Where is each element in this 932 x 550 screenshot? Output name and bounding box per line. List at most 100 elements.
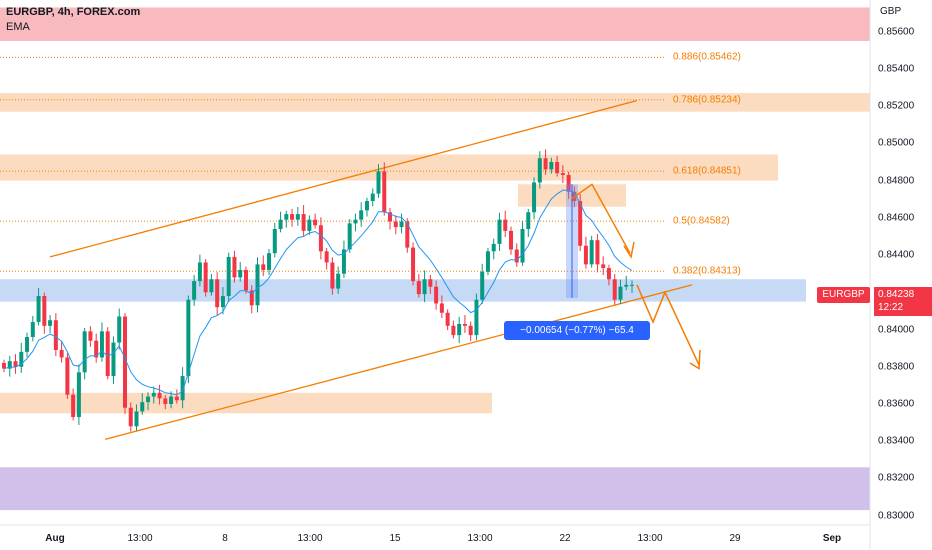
candle-body — [341, 249, 346, 274]
currency-label: GBP — [880, 6, 902, 17]
arrowhead-1 — [623, 241, 635, 259]
time-tick: 29 — [729, 533, 741, 544]
candle-body — [301, 214, 306, 231]
candle-body — [7, 361, 12, 369]
candle-body — [267, 253, 272, 270]
candle-body — [549, 161, 554, 170]
time-tick: Sep — [822, 533, 842, 544]
candle-body — [364, 201, 369, 211]
candle-body — [278, 219, 283, 229]
candle-body — [468, 325, 473, 336]
candle-body — [255, 264, 260, 306]
candle-body — [526, 212, 531, 229]
candle-body — [19, 351, 24, 367]
candle-body — [359, 210, 364, 220]
candle-body — [105, 331, 110, 377]
candle-body — [261, 264, 266, 270]
candle-body — [111, 342, 116, 377]
candle-body — [180, 376, 185, 401]
candle-body — [140, 402, 145, 412]
candle-body — [405, 221, 410, 248]
candle-body — [474, 299, 479, 336]
candle-body — [146, 396, 151, 403]
indicator-label[interactable]: EMA — [6, 21, 30, 33]
candle-body — [491, 243, 496, 252]
candle-body — [566, 175, 571, 192]
candle-body — [422, 279, 427, 295]
time-tick: 15 — [389, 533, 401, 544]
candle-body — [388, 212, 393, 222]
candle-body — [480, 271, 485, 300]
candle-body — [13, 361, 18, 367]
channel-upper-line — [49, 99, 638, 258]
candle-body — [376, 171, 381, 194]
candle-body — [243, 269, 248, 291]
candle-body — [336, 273, 341, 289]
fib-level-label: 0.886(0.85462) — [673, 51, 741, 63]
candle-body — [59, 350, 64, 358]
candle-body — [612, 279, 617, 300]
price-tick: 0.85200 — [878, 100, 915, 112]
candle-body — [25, 336, 30, 352]
fib-618-zone — [0, 154, 778, 181]
candle-body — [53, 320, 58, 350]
candle-body — [560, 173, 565, 175]
time-tick: 22 — [559, 533, 571, 544]
candle-body — [595, 240, 600, 265]
candle-body — [399, 221, 404, 228]
price-tick: 0.83600 — [878, 398, 915, 410]
candle-body — [370, 193, 375, 202]
support-zone — [0, 467, 870, 511]
last-price-badge: 0.84238 12:22 — [874, 287, 932, 316]
candle-body — [601, 264, 606, 269]
candle-body — [65, 357, 70, 395]
price-tick: 0.85000 — [878, 137, 915, 149]
chart-title: EURGBP, 4h, FOREX.com — [6, 6, 141, 18]
price-tick: 0.84000 — [878, 324, 915, 336]
candle-body — [330, 262, 335, 289]
candle-body — [382, 171, 387, 213]
candle-body — [226, 256, 231, 297]
candle-body — [36, 296, 41, 323]
candle-body — [503, 219, 508, 231]
price-range-measure-label[interactable]: −0.00654 (−0.77%) −65.4 — [504, 321, 650, 340]
last-price: 0.84238 — [878, 289, 915, 300]
candle-body — [606, 268, 611, 280]
candle-body — [88, 331, 93, 341]
candle-body — [393, 221, 398, 228]
candle-body — [353, 219, 358, 224]
fib-level-label: 0.618(0.84851) — [673, 165, 741, 177]
price-tick: 0.85600 — [878, 26, 915, 38]
candle-body — [215, 279, 220, 308]
channel-lower-line — [104, 284, 693, 440]
candle-body — [537, 158, 542, 183]
symbol-price-label: EURGBP — [817, 287, 870, 303]
projection-arrow-2 — [636, 284, 700, 366]
fib-level-label: 0.786(0.85234) — [673, 94, 741, 106]
candle-body — [451, 325, 456, 336]
candle-body — [192, 281, 197, 300]
candle-body — [434, 286, 439, 304]
resistance-zone — [0, 7, 870, 41]
candle-body — [497, 219, 502, 244]
candle-body — [151, 392, 156, 397]
candle-body — [347, 223, 352, 250]
candle-body — [630, 284, 634, 286]
candle-body — [169, 396, 174, 404]
candle-body — [76, 372, 81, 418]
candle-body — [543, 158, 548, 170]
candle-body — [318, 225, 323, 252]
candle-body — [462, 323, 467, 326]
candle-body — [134, 411, 139, 427]
candle-body — [174, 396, 179, 401]
candle-body — [307, 219, 312, 231]
candle-body — [589, 240, 594, 265]
price-tick: 0.83000 — [878, 510, 915, 522]
candle-body — [128, 407, 133, 427]
candle-body — [99, 331, 104, 358]
candle-body — [428, 279, 433, 287]
candle-body — [249, 290, 254, 306]
candle-body — [514, 249, 519, 263]
